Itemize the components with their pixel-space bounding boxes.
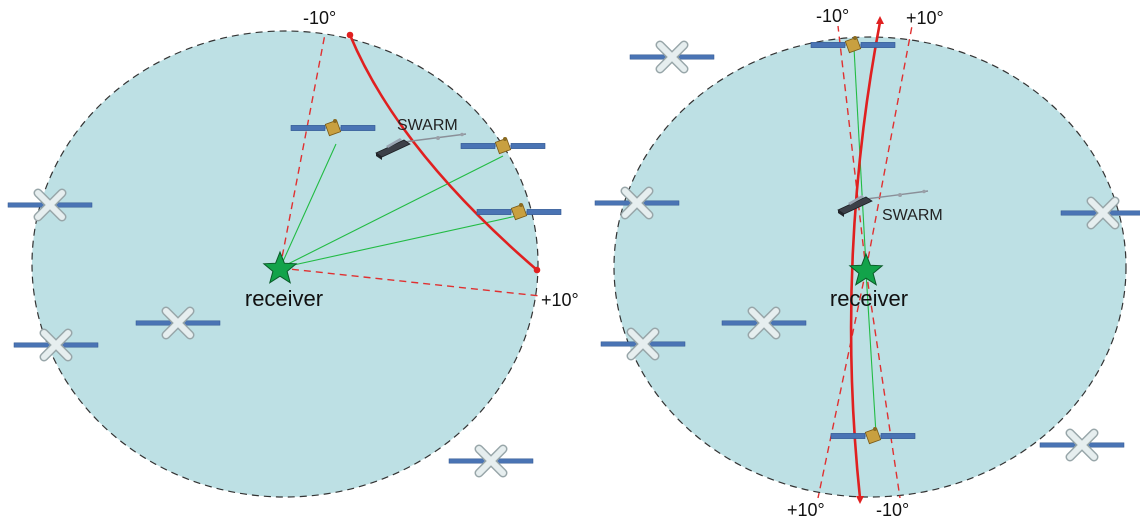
left-orbit-end-dot bbox=[533, 266, 541, 274]
right-orbit-top-arrow bbox=[876, 16, 884, 24]
right-cone-line-top-minus bbox=[837, 25, 867, 271]
crossed-satellite-icon bbox=[630, 45, 714, 69]
right-cone-line-bottom-plus bbox=[817, 269, 867, 499]
left-angle-minus-label: -10° bbox=[303, 8, 336, 28]
right-orbit-bottom-arrow bbox=[856, 496, 864, 504]
left-swarm-label: SWARM bbox=[397, 117, 458, 134]
left-cone-line-plus bbox=[279, 267, 541, 297]
left-panel: SWARM receiver -10° +10° bbox=[8, 8, 579, 498]
left-receiver-label: receiver bbox=[245, 286, 323, 311]
right-cone-line-top-plus bbox=[865, 25, 913, 271]
left-orbit-start-dot bbox=[346, 31, 354, 39]
crossed-satellite-icon bbox=[1040, 433, 1124, 457]
left-cone-line-minus bbox=[279, 33, 326, 269]
left-swarm-orbit-arc bbox=[348, 34, 538, 271]
right-swarm-orbit-arc bbox=[849, 21, 882, 499]
right-receiver-label: receiver bbox=[830, 286, 908, 311]
right-angle-top-minus-label: -10° bbox=[816, 6, 849, 26]
right-angle-bottom-plus-label: +10° bbox=[787, 500, 825, 520]
left-angle-plus-label: +10° bbox=[541, 290, 579, 310]
star-icon bbox=[848, 252, 884, 286]
star-icon bbox=[262, 250, 298, 284]
right-swarm-label: SWARM bbox=[882, 207, 943, 224]
right-angle-top-plus-label: +10° bbox=[906, 8, 944, 28]
right-angle-bottom-minus-label: -10° bbox=[876, 500, 909, 520]
crossed-satellite-icon bbox=[449, 449, 533, 473]
right-cone-line-bottom-minus bbox=[865, 269, 901, 499]
left-link-lines bbox=[279, 143, 522, 269]
right-panel: SWARM receiver -10° +10° +10° -10° bbox=[595, 6, 1140, 520]
